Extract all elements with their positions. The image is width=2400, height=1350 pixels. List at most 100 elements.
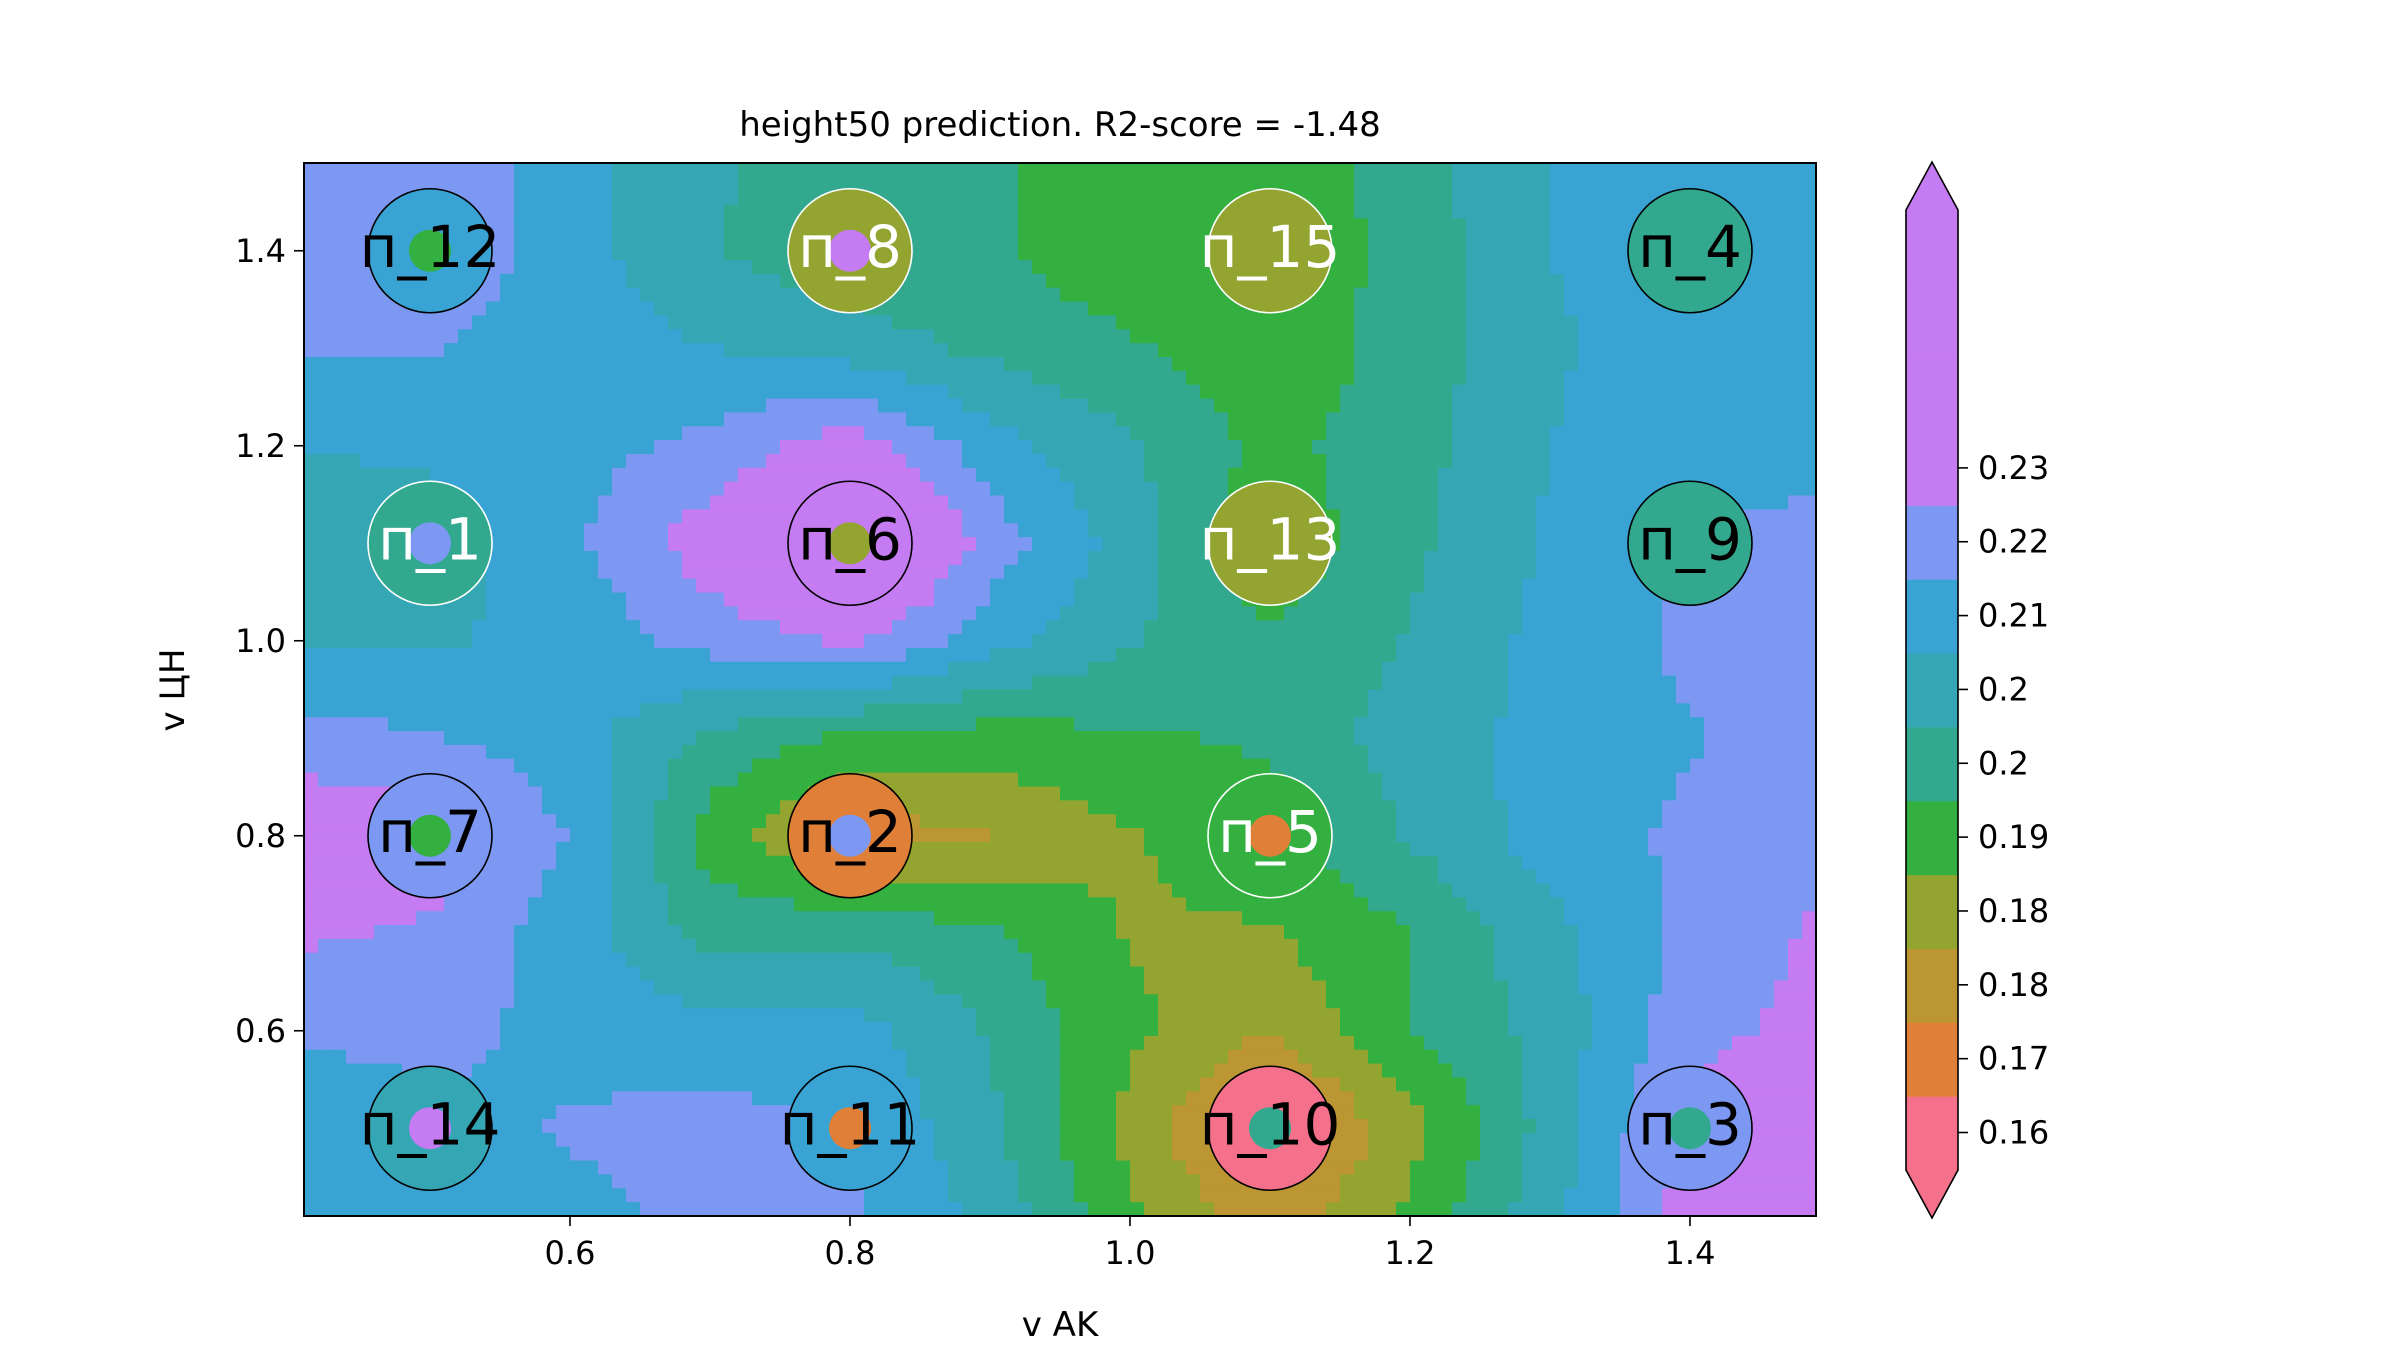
contour-cell — [752, 703, 767, 718]
contour-cell — [1522, 495, 1537, 511]
contour-cell — [1396, 564, 1411, 580]
contour-cell — [1424, 273, 1439, 289]
contour-cell — [528, 273, 543, 289]
contour-cell — [696, 232, 711, 247]
contour-cell — [1634, 412, 1649, 427]
contour-cell — [1074, 537, 1089, 552]
contour-cell — [1410, 232, 1425, 247]
contour-cell — [388, 606, 403, 621]
contour-cell — [500, 232, 515, 247]
contour-cell — [1774, 731, 1789, 746]
contour-cell — [444, 329, 459, 344]
contour-cell — [1592, 550, 1607, 566]
contour-cell — [542, 370, 557, 386]
contour-cell — [962, 384, 977, 400]
contour-cell — [1256, 343, 1271, 358]
contour-cell — [1578, 509, 1593, 524]
contour-cell — [962, 329, 977, 344]
contour-cell — [1802, 703, 1816, 718]
contour-cell — [626, 356, 641, 372]
contour-cell — [1018, 550, 1033, 566]
contour-cell — [626, 647, 641, 663]
contour-cell — [1382, 176, 1397, 192]
contour-cell — [514, 246, 529, 261]
contour-cell — [1718, 453, 1733, 469]
contour-cell — [1606, 204, 1621, 220]
contour-cell — [1480, 758, 1495, 774]
contour-cell — [710, 786, 725, 802]
contour-cell — [346, 509, 361, 524]
contour-cell — [1060, 467, 1075, 483]
contour-cell — [528, 329, 543, 344]
contour-cell — [1368, 440, 1383, 455]
contour-cell — [640, 163, 655, 178]
contour-cell — [1130, 481, 1145, 497]
contour-cell — [1284, 163, 1299, 178]
contour-cell — [766, 412, 781, 427]
contour-cell — [990, 550, 1005, 566]
contour-cell — [598, 301, 613, 317]
contour-cell — [542, 717, 557, 732]
contour-cell — [1130, 259, 1145, 275]
contour-cell — [1396, 190, 1411, 206]
contour-cell — [1396, 703, 1411, 718]
contour-cell — [1452, 772, 1467, 788]
contour-cell — [976, 370, 991, 386]
contour-cell — [1088, 578, 1103, 594]
contour-cell — [878, 661, 893, 677]
contour-cell — [402, 647, 417, 663]
contour-cell — [1438, 315, 1453, 330]
contour-cell — [1340, 772, 1355, 788]
contour-cell — [1242, 412, 1257, 427]
contour-cell — [1396, 786, 1411, 802]
contour-cell — [1550, 453, 1565, 469]
contour-cell — [948, 703, 963, 718]
contour-cell — [990, 564, 1005, 580]
contour-cell — [570, 343, 585, 358]
contour-cell — [1396, 370, 1411, 386]
contour-cell — [1452, 232, 1467, 247]
contour-cell — [1172, 537, 1187, 552]
contour-cell — [1340, 564, 1355, 580]
contour-cell — [696, 259, 711, 275]
contour-cell — [486, 315, 501, 330]
contour-cell — [1242, 689, 1257, 705]
contour-cell — [1144, 772, 1159, 788]
contour-cell — [920, 744, 935, 760]
contour-cell — [1396, 204, 1411, 220]
contour-cell — [1018, 634, 1033, 649]
contour-cell — [1788, 273, 1803, 289]
contour-cell — [654, 634, 669, 649]
contour-cell — [724, 634, 739, 649]
contour-cell — [1802, 620, 1816, 635]
contour-cell — [1508, 661, 1523, 677]
contour-cell — [1340, 634, 1355, 649]
contour-cell — [710, 246, 725, 261]
contour-cell — [1690, 647, 1705, 663]
contour-cell — [1032, 592, 1047, 608]
contour-cell — [738, 398, 753, 414]
contour-cell — [948, 273, 963, 289]
contour-cell — [556, 163, 571, 178]
contour-cell — [570, 190, 585, 206]
contour-cell — [1214, 606, 1229, 621]
contour-cell — [318, 523, 333, 538]
contour-cell — [486, 772, 501, 788]
contour-cell — [1396, 329, 1411, 344]
contour-cell — [500, 176, 515, 192]
contour-cell — [1466, 772, 1481, 788]
contour-cell — [696, 426, 711, 441]
contour-cell — [528, 786, 543, 802]
contour-cell — [1410, 758, 1425, 774]
contour-cell — [1032, 634, 1047, 649]
contour-cell — [654, 259, 669, 275]
contour-cell — [1438, 509, 1453, 524]
contour-cell — [1214, 370, 1229, 386]
contour-cell — [1424, 176, 1439, 192]
contour-cell — [472, 176, 487, 192]
contour-cell — [1130, 744, 1145, 760]
contour-cell — [1648, 772, 1663, 788]
contour-cell — [500, 564, 515, 580]
contour-cell — [1382, 675, 1397, 691]
contour-cell — [1340, 731, 1355, 746]
